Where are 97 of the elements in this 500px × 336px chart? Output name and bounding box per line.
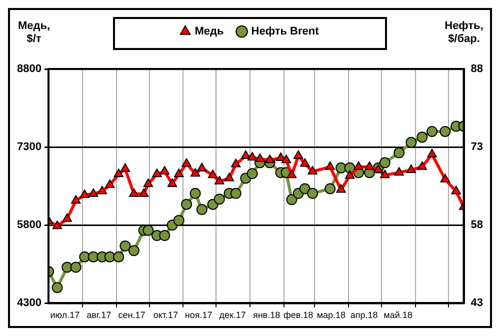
point — [143, 178, 154, 188]
point — [417, 161, 427, 170]
point — [426, 126, 438, 137]
point — [152, 168, 162, 178]
point — [394, 147, 405, 158]
y-axis-title: Медь, $/т — [18, 20, 50, 46]
point — [324, 183, 336, 194]
point — [196, 204, 208, 216]
point — [174, 168, 184, 178]
point — [159, 230, 170, 242]
point — [344, 170, 355, 179]
y-tick-label: 4300 — [16, 297, 42, 310]
x-tick-label: мар.18 — [316, 310, 346, 320]
point — [354, 161, 364, 170]
point — [120, 240, 131, 252]
point — [120, 163, 130, 172]
point — [247, 152, 258, 160]
point — [240, 150, 251, 159]
x-tick-label: апр.18 — [350, 310, 378, 320]
x-tick-label: дек.17 — [219, 310, 246, 320]
point — [325, 161, 335, 170]
point — [52, 282, 63, 294]
legend-label: Медь — [194, 26, 224, 38]
point — [113, 251, 124, 262]
y-tick-label: 8800 — [16, 63, 42, 76]
point — [138, 188, 149, 197]
y-tick-label: 5800 — [16, 219, 42, 232]
point — [230, 188, 242, 199]
point — [264, 154, 275, 164]
point — [299, 183, 310, 194]
x-tick-label: авг.17 — [86, 310, 112, 320]
point — [440, 174, 450, 182]
point — [336, 184, 346, 193]
point — [281, 154, 292, 164]
point — [286, 170, 297, 178]
x-tick-label: янв.18 — [252, 310, 280, 320]
point — [231, 158, 241, 168]
point — [276, 152, 286, 161]
point — [190, 188, 201, 199]
point — [416, 132, 428, 143]
point — [336, 162, 347, 174]
point — [427, 148, 437, 158]
point — [114, 168, 124, 178]
point — [197, 162, 207, 172]
point — [214, 176, 224, 184]
point — [293, 150, 304, 159]
point — [379, 157, 390, 168]
point — [364, 161, 374, 170]
point — [62, 262, 73, 273]
x-tick-label: май.18 — [384, 310, 412, 320]
point — [88, 251, 99, 262]
point — [173, 214, 184, 226]
point — [160, 166, 170, 175]
point — [105, 180, 115, 188]
y2-tick-label: 73 — [470, 141, 484, 154]
point — [214, 194, 225, 205]
point — [255, 154, 265, 162]
point — [286, 194, 298, 206]
point — [440, 126, 451, 137]
point — [52, 220, 62, 230]
point — [104, 251, 116, 262]
point — [79, 251, 90, 262]
point — [128, 245, 140, 256]
point — [71, 195, 81, 204]
point — [307, 188, 318, 199]
point — [190, 168, 200, 177]
point — [80, 189, 90, 198]
point — [70, 262, 82, 273]
point — [88, 188, 98, 197]
point — [167, 178, 178, 188]
x-tick-label: июл.17 — [50, 310, 80, 320]
y2-tick-label: 43 — [470, 297, 484, 310]
point — [182, 158, 192, 167]
point — [308, 166, 318, 175]
point — [394, 167, 404, 176]
point — [380, 170, 390, 178]
point — [181, 198, 192, 210]
point — [129, 188, 139, 197]
y2-tick-label: 58 — [470, 219, 484, 232]
point — [406, 136, 417, 148]
legend-label: Нефть Brent — [251, 26, 320, 38]
y2-tick-label: 88 — [470, 63, 484, 76]
x-tick-label: фев.18 — [283, 310, 314, 320]
point — [142, 224, 154, 236]
point — [97, 186, 107, 194]
point — [451, 186, 461, 194]
y2-axis-title: Нефть, $/бар. — [444, 20, 484, 46]
point — [208, 170, 218, 178]
point — [246, 168, 258, 180]
x-tick-label: ноя.17 — [184, 310, 212, 320]
point — [300, 158, 310, 167]
point — [224, 172, 234, 182]
point — [406, 164, 416, 173]
x-tick-label: окт.17 — [153, 310, 178, 320]
x-tick-label: сен.17 — [118, 310, 146, 320]
point — [62, 213, 72, 222]
y-tick-label: 7300 — [16, 141, 42, 154]
